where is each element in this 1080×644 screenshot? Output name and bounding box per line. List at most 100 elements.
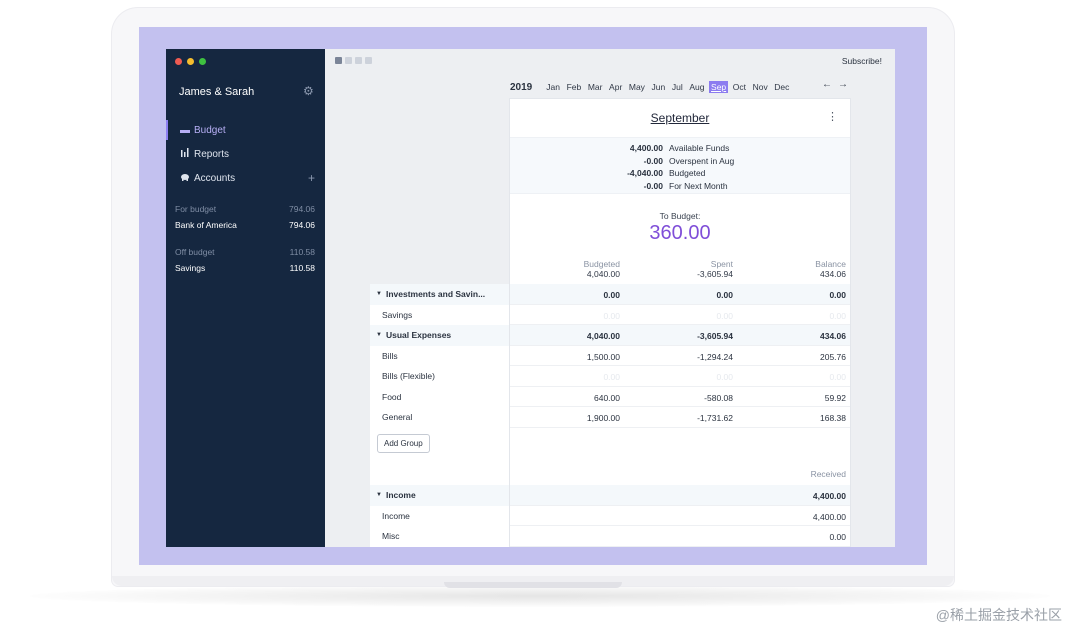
month-nav: ← → (822, 79, 848, 90)
view-1-button[interactable] (335, 57, 342, 64)
budgeted-cell[interactable]: 0.00 (603, 290, 620, 300)
budgeted-cell[interactable]: 4,040.00 (586, 331, 620, 341)
account-name: Bank of America (175, 220, 237, 230)
to-budget-label: To Budget: (659, 211, 701, 221)
month-oct-button[interactable]: Oct (732, 82, 746, 92)
month-dec-button[interactable]: Dec (774, 82, 790, 92)
category-name[interactable]: Bills (Flexible) (370, 366, 510, 387)
summary-label: For Next Month (669, 180, 728, 191)
balance-cell: 59.92 (824, 392, 846, 403)
view-2-button[interactable] (345, 57, 352, 64)
month-may-button[interactable]: May (628, 82, 645, 92)
laptop-base (112, 576, 954, 586)
off-budget-header[interactable]: Off budget 110.58 (175, 247, 315, 257)
view-3-button[interactable] (355, 57, 362, 64)
sidebar-item-budget[interactable]: ▬ Budget (166, 120, 325, 140)
table-row[interactable]: Income 4,400.00 (370, 505, 850, 526)
table-row[interactable]: ▼ Income 4,400.00 (370, 485, 850, 506)
view-switcher (335, 57, 372, 64)
collapse-triangle-icon[interactable]: ▼ (376, 492, 382, 499)
account-balance: 794.06 (289, 220, 315, 230)
received-cell: 4,400.00 (812, 511, 846, 522)
add-group-button[interactable]: Add Group (377, 434, 430, 453)
received-cell: 4,400.00 (812, 491, 846, 501)
spent-cell: -1,731.62 (697, 413, 733, 423)
month-sep-button[interactable]: Sep (709, 81, 729, 93)
category-label: Usual Expenses (385, 330, 452, 341)
collapse-triangle-icon[interactable]: ▼ (376, 332, 382, 339)
table-row[interactable]: Bills 1,500.00 -1,294.24 205.76 (370, 345, 850, 366)
prev-month-arrow-icon[interactable]: ← (822, 79, 832, 90)
account-bank-of-america[interactable]: Bank of America 794.06 (175, 220, 315, 230)
summary-value: -0.00 (643, 155, 663, 166)
sidebar-item-reports[interactable]: Reports (166, 144, 325, 164)
close-window-button[interactable] (175, 58, 182, 65)
balance-cell: 205.76 (820, 351, 846, 362)
year-label: 2019 (510, 81, 533, 93)
category-name[interactable]: General (370, 407, 510, 428)
column-label: Spent (710, 259, 733, 269)
month-title[interactable]: September (650, 111, 710, 125)
table-row[interactable]: Savings 0.00 0.00 0.00 (370, 304, 850, 325)
category-name[interactable]: ▼ Income (370, 485, 510, 506)
balance-cell: 434.06 (820, 331, 846, 341)
gear-icon[interactable]: ⚙ (303, 84, 314, 98)
for-budget-header[interactable]: For budget 794.06 (175, 204, 315, 214)
sidebar-item-accounts[interactable]: Accounts + (166, 168, 325, 188)
category-name[interactable]: ▼ Investments and Savin... (370, 284, 510, 305)
category-name[interactable]: Food (370, 386, 510, 407)
budgeted-cell[interactable]: 0.00 (603, 310, 620, 321)
month-mar-button[interactable]: Mar (587, 82, 603, 92)
to-budget-amount[interactable]: 360.00 (649, 222, 711, 244)
month-aug-button[interactable]: Aug (689, 82, 705, 92)
summary-value: -0.00 (643, 180, 663, 191)
category-label: Income (385, 490, 416, 501)
category-name[interactable]: Misc (370, 526, 510, 547)
budgeted-cell[interactable]: 1,500.00 (586, 351, 620, 362)
table-row[interactable]: ▼ Usual Expenses 4,040.00 -3,605.94 434.0… (370, 325, 850, 346)
budgeted-column-header: Budgeted 4,040.00 (570, 259, 620, 279)
table-row[interactable]: General 1,900.00 -1,731.62 168.38 (370, 407, 850, 428)
view-4-button[interactable] (365, 57, 372, 64)
next-month-arrow-icon[interactable]: → (838, 79, 848, 90)
off-budget-total: 110.58 (289, 247, 315, 257)
month-jul-button[interactable]: Jul (671, 82, 683, 92)
month-apr-button[interactable]: Apr (609, 82, 623, 92)
spent-cell: 0.00 (716, 310, 733, 321)
month-feb-button[interactable]: Feb (566, 82, 582, 92)
zoom-window-button[interactable] (199, 58, 206, 65)
balance-cell: 0.00 (829, 310, 846, 321)
column-total: 434.06 (820, 269, 846, 279)
account-balance: 110.58 (289, 263, 315, 273)
watermark: @稀土掘金技术社区 (935, 607, 1062, 623)
table-row[interactable]: Misc 0.00 (370, 526, 850, 547)
more-vertical-icon[interactable]: ⋮ (827, 111, 838, 123)
spent-column-header: Spent -3,605.94 (680, 259, 733, 279)
subscribe-link[interactable]: Subscribe! (841, 56, 882, 66)
add-account-icon[interactable]: + (307, 171, 315, 185)
month-jan-button[interactable]: Jan (546, 82, 560, 92)
category-name[interactable]: Savings (370, 304, 510, 325)
table-row[interactable]: ▼ Investments and Savin... 0.00 0.00 0.00 (370, 284, 850, 305)
balance-cell: 168.38 (820, 413, 846, 423)
for-budget-label: For budget (175, 204, 217, 214)
account-savings[interactable]: Savings 110.58 (175, 263, 315, 273)
collapse-triangle-icon[interactable]: ▼ (376, 291, 382, 298)
category-name[interactable]: ▼ Usual Expenses (370, 325, 510, 346)
category-name[interactable]: Income (370, 505, 510, 526)
balance-cell: 0.00 (829, 290, 846, 300)
table-row[interactable]: Food 640.00 -580.08 59.92 (370, 386, 850, 407)
spent-cell: -3,605.94 (697, 331, 733, 341)
minimize-window-button[interactable] (187, 58, 194, 65)
month-nov-button[interactable]: Nov (752, 82, 768, 92)
category-name[interactable]: Bills (370, 345, 510, 366)
summary-value: 4,400.00 (629, 143, 663, 153)
table-row[interactable]: Bills (Flexible) 0.00 0.00 0.00 (370, 366, 850, 387)
budget-name[interactable]: James & Sarah (179, 86, 255, 98)
column-total: 4,040.00 (586, 269, 620, 279)
balance-column-header: Balance 434.06 (796, 259, 846, 279)
month-jun-button[interactable]: Jun (651, 82, 666, 92)
budgeted-cell[interactable]: 640.00 (594, 392, 620, 403)
budgeted-cell[interactable]: 0.00 (603, 372, 620, 382)
budgeted-cell[interactable]: 1,900.00 (586, 413, 620, 423)
